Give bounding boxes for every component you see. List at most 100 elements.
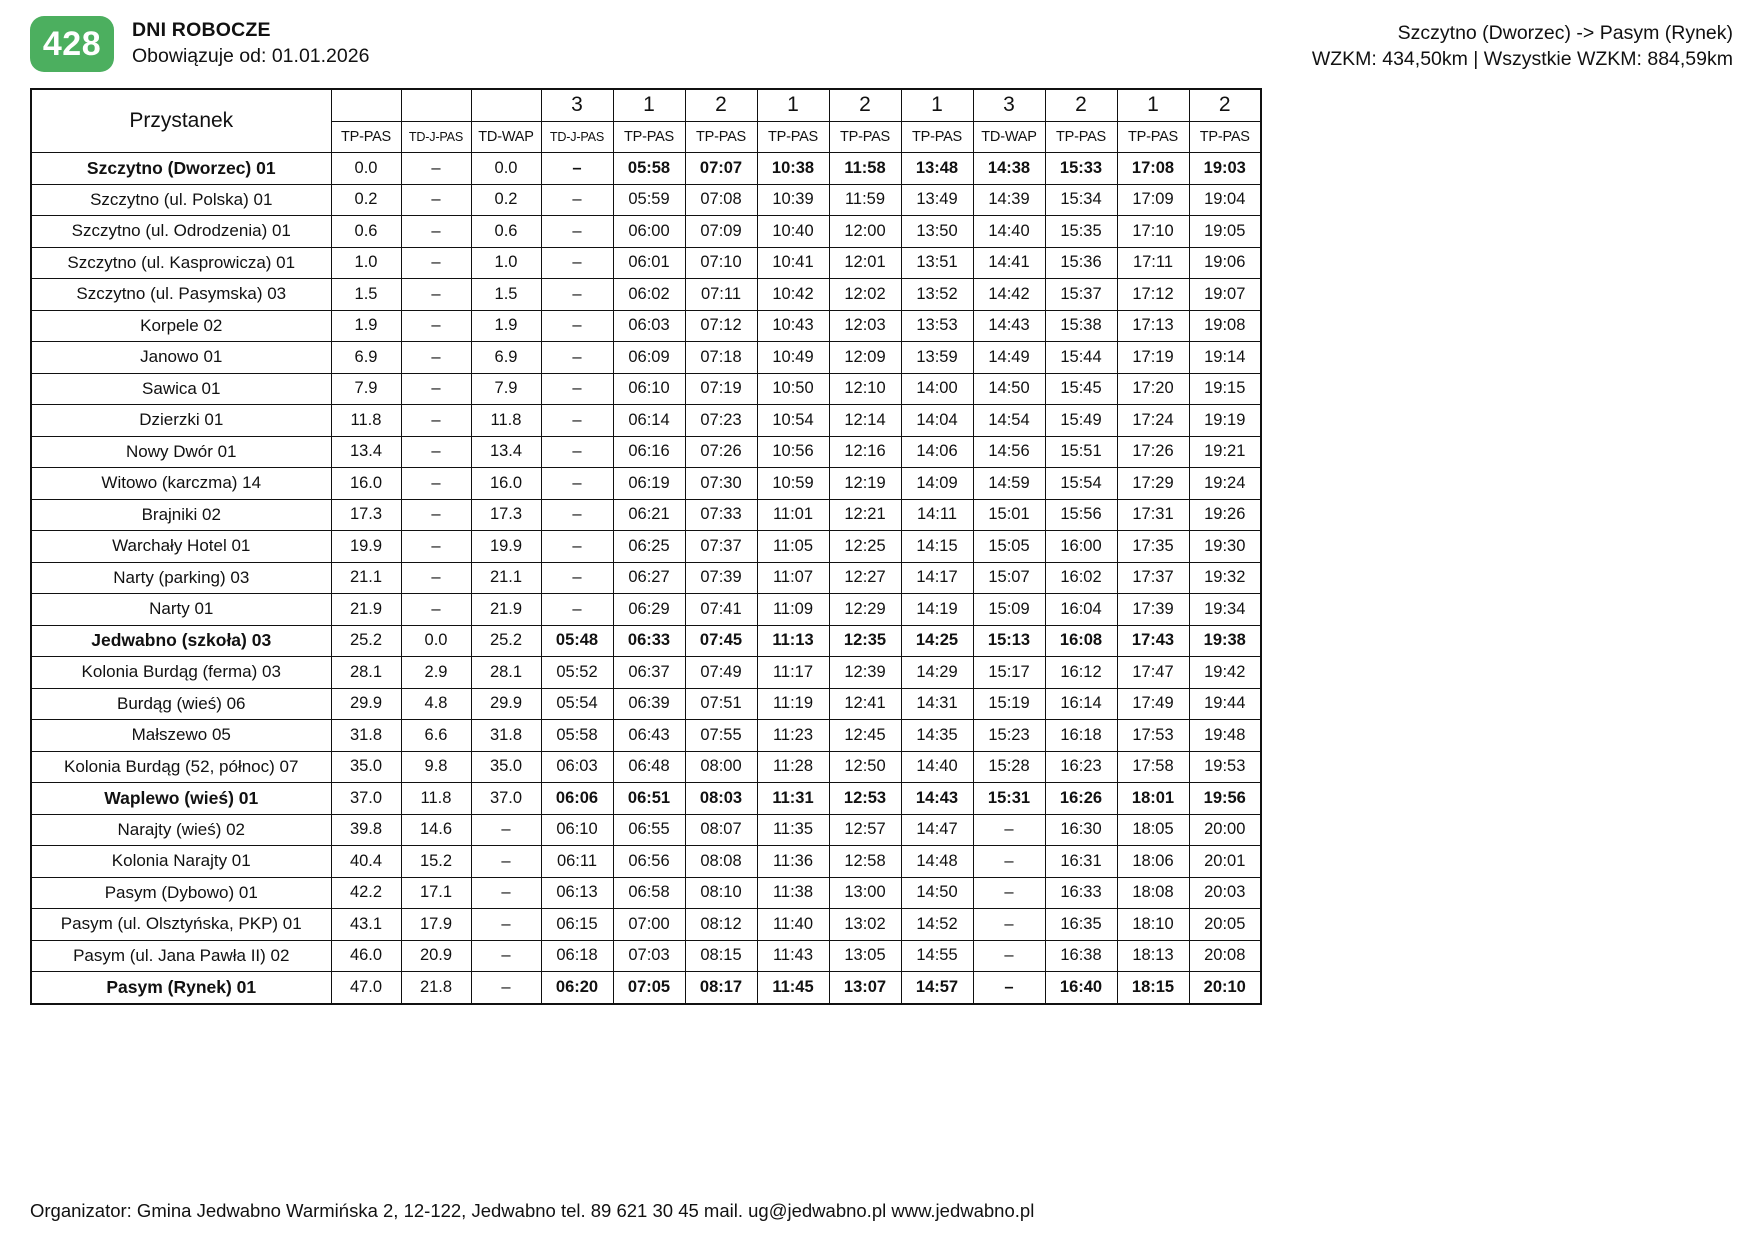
trip-number-header-2 (470, 88, 542, 122)
distance-cell: 29.9 (330, 687, 402, 720)
departure-time-cell: 13:52 (900, 278, 974, 311)
departure-time-cell: 06:56 (612, 845, 686, 878)
departure-time-cell: 07:07 (684, 152, 758, 185)
departure-time-cell: 16:38 (1044, 939, 1118, 972)
departure-time-cell: 10:41 (756, 246, 830, 279)
departure-time-cell: 14:50 (972, 372, 1046, 405)
departure-time-cell: 15:35 (1044, 215, 1118, 248)
departure-time-cell: 19:56 (1188, 782, 1262, 815)
departure-time-cell: 11:43 (756, 939, 830, 972)
departure-time-cell: 06:48 (612, 750, 686, 783)
departure-time-cell: 07:19 (684, 372, 758, 405)
trip-code-header-1: TD-J-PAS (400, 120, 472, 153)
departure-time-cell: 14:25 (900, 624, 974, 657)
stop-name-cell: Dzierzki 01 (30, 404, 332, 437)
trip-code-header-0: TP-PAS (330, 120, 402, 153)
departure-time-cell: 14:15 (900, 530, 974, 563)
stop-name-cell: Nowy Dwór 01 (30, 435, 332, 468)
table-row: Narty (parking) 03 21.1–21.1–06:27 07:39 11… (30, 561, 1262, 594)
departure-time-cell: 07:23 (684, 404, 758, 437)
departure-time-cell: 14:06 (900, 435, 974, 468)
departure-time-cell: 19:53 (1188, 750, 1262, 783)
distance-cell: 11.8 (400, 782, 472, 815)
departure-time-cell: 19:04 (1188, 183, 1262, 216)
service-type-label: DNI ROBOCZE (132, 19, 271, 42)
departure-time-cell: – (540, 183, 614, 216)
distance-cell: – (400, 341, 472, 374)
departure-time-cell: 11:31 (756, 782, 830, 815)
table-row: Warchały Hotel 01 19.9–19.9–06:25 07:37 11:… (30, 530, 1262, 563)
departure-time-cell: 16:35 (1044, 908, 1118, 941)
departure-time-cell: 07:51 (684, 687, 758, 720)
departure-time-cell: 06:55 (612, 813, 686, 846)
distance-cell: – (400, 404, 472, 437)
departure-time-cell: 16:23 (1044, 750, 1118, 783)
table-row: Szczytno (ul. Polska) 01 0.2–0.2–05:59 07:… (30, 183, 1262, 216)
departure-time-cell: 16:08 (1044, 624, 1118, 657)
departure-time-cell: 15:49 (1044, 404, 1118, 437)
distance-cell: 37.0 (330, 782, 402, 815)
trip-number-header-7: 2 (828, 88, 902, 122)
departure-time-cell: 07:08 (684, 183, 758, 216)
departure-time-cell: 13:51 (900, 246, 974, 279)
departure-time-cell: 10:56 (756, 435, 830, 468)
distance-cell: – (400, 498, 472, 531)
table-row: Narajty (wieś) 02 39.8 14.6–06:10 06:55 08:0… (30, 813, 1262, 846)
departure-time-cell: 10:49 (756, 341, 830, 374)
distance-cell: – (470, 908, 542, 941)
table-row: Janowo 01 6.9–6.9–06:09 07:18 10:49 12:09 13:… (30, 341, 1262, 374)
departure-time-cell: 11:23 (756, 719, 830, 752)
departure-time-cell: 19:48 (1188, 719, 1262, 752)
distance-cell: 14.6 (400, 813, 472, 846)
departure-time-cell: 12:29 (828, 593, 902, 626)
stop-name-cell: Jedwabno (szkoła) 03 (30, 624, 332, 657)
trip-code-header-5: TP-PAS (684, 120, 758, 153)
trip-code-header-9: TD-WAP (972, 120, 1046, 153)
departure-time-cell: 06:10 (612, 372, 686, 405)
departure-time-cell: 17:19 (1116, 341, 1190, 374)
header-right-group: Szczytno (Dworzec) -> Pasym (Rynek) WZKM… (1312, 16, 1733, 72)
departure-time-cell: 06:10 (540, 813, 614, 846)
departure-time-cell: 20:01 (1188, 845, 1262, 878)
departure-time-cell: 14:43 (900, 782, 974, 815)
table-row: Pasym (ul. Olsztyńska, PKP) 01 43.1 17.9–0… (30, 908, 1262, 941)
departure-time-cell: 17:24 (1116, 404, 1190, 437)
departure-time-cell: 14:38 (972, 152, 1046, 185)
departure-time-cell: 06:15 (540, 908, 614, 941)
stop-name-cell: Korpele 02 (30, 309, 332, 342)
table-row: Korpele 02 1.9–1.9–06:03 07:12 10:43 12:03 13… (30, 309, 1262, 342)
departure-time-cell: 16:30 (1044, 813, 1118, 846)
table-row: Kolonia Narajty 01 40.4 15.2–06:11 06:56 08:… (30, 845, 1262, 878)
distance-cell: 46.0 (330, 939, 402, 972)
distance-cell: 20.9 (400, 939, 472, 972)
table-row: Kolonia Burdąg (52, północ) 07 35.0 9.8 35.… (30, 750, 1262, 783)
departure-time-cell: 19:24 (1188, 467, 1262, 500)
trip-number-header-0 (330, 88, 402, 122)
departure-time-cell: 15:09 (972, 593, 1046, 626)
distance-cell: – (400, 215, 472, 248)
departure-time-cell: 06:03 (540, 750, 614, 783)
distance-cell: 47.0 (330, 971, 402, 1004)
departure-time-cell: 14:11 (900, 498, 974, 531)
stop-name-cell: Szczytno (ul. Kasprowicza) 01 (30, 246, 332, 279)
departure-time-cell: 06:27 (612, 561, 686, 594)
departure-time-cell: 06:19 (612, 467, 686, 500)
departure-time-cell: 07:33 (684, 498, 758, 531)
stop-name-cell: Warchały Hotel 01 (30, 530, 332, 563)
distance-cell: 0.0 (470, 152, 542, 185)
table-row: Kolonia Burdąg (ferma) 03 28.1 2.9 28.1 05:5… (30, 656, 1262, 689)
departure-time-cell: 06:18 (540, 939, 614, 972)
distance-cell: 39.8 (330, 813, 402, 846)
departure-time-cell: 06:09 (612, 341, 686, 374)
departure-time-cell: 16:40 (1044, 971, 1118, 1004)
distance-cell: 17.3 (470, 498, 542, 531)
header-title-group: DNI ROBOCZE Obowiązuje od: 01.01.2026 (132, 18, 369, 69)
distance-cell: 11.8 (470, 404, 542, 437)
departure-time-cell: 06:14 (612, 404, 686, 437)
departure-time-cell: 10:42 (756, 278, 830, 311)
departure-time-cell: 14:41 (972, 246, 1046, 279)
stop-name-cell: Pasym (ul. Olsztyńska, PKP) 01 (30, 908, 332, 941)
distance-cell: 29.9 (470, 687, 542, 720)
departure-time-cell: 06:20 (540, 971, 614, 1004)
departure-time-cell: 13:05 (828, 939, 902, 972)
